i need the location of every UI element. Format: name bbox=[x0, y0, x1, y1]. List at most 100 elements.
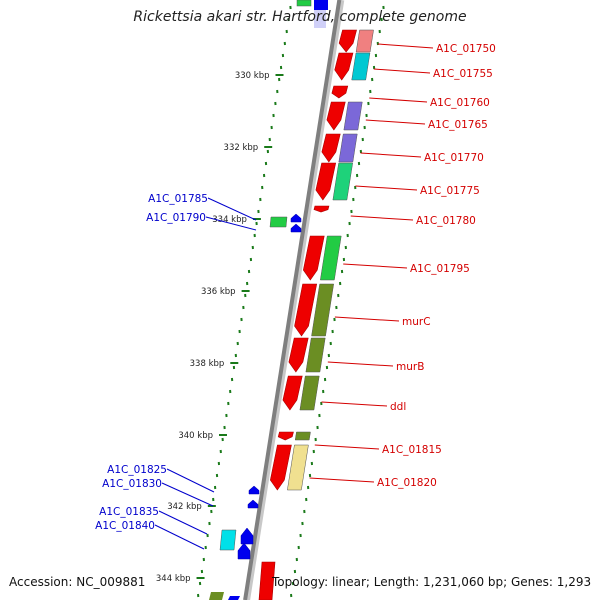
reverse-gene-a1c-01835: A1C_01835 bbox=[99, 506, 254, 545]
gene-label: A1C_01815 bbox=[382, 444, 442, 456]
gene-arrow bbox=[248, 485, 260, 495]
reverse-gene-a1c-01790: A1C_01790 bbox=[146, 212, 302, 233]
cog-box bbox=[338, 133, 358, 163]
forward-gene-murb: murB bbox=[288, 337, 424, 373]
cog-box bbox=[343, 101, 363, 131]
cog-box bbox=[299, 375, 320, 411]
gene-arrow bbox=[258, 561, 276, 600]
gene-arrow bbox=[331, 85, 349, 99]
gene-arrow bbox=[321, 133, 341, 163]
forward-gene-a1c-01775: A1C_01775 bbox=[315, 162, 480, 201]
gene-leader-line bbox=[343, 263, 408, 269]
gene-leader-line bbox=[166, 468, 215, 493]
gene-label: A1C_01780 bbox=[416, 215, 476, 227]
gene-label: A1C_01785 bbox=[148, 193, 208, 205]
forward-gene-a1c-01750: A1C_01750 bbox=[338, 29, 496, 55]
cog-box bbox=[320, 235, 342, 281]
cog-box bbox=[351, 52, 371, 81]
forward-gene-a1c-01755: A1C_01755 bbox=[334, 52, 493, 81]
cog-box bbox=[332, 162, 353, 201]
forward-gene-a1c-01820: A1C_01820 bbox=[270, 444, 437, 491]
gene-arrow bbox=[326, 101, 346, 131]
scale-tick-label: 340 kbp bbox=[178, 431, 213, 441]
gene-leader-line bbox=[158, 510, 208, 535]
cog-box bbox=[305, 337, 326, 373]
gene-arrow bbox=[294, 283, 318, 337]
forward-gene-a1c-01795: A1C_01795 bbox=[303, 235, 470, 281]
gene-arrow bbox=[334, 52, 354, 81]
gene-leader-line bbox=[377, 43, 434, 49]
genome-backbone bbox=[243, 0, 342, 600]
gene-label: A1C_01755 bbox=[433, 68, 493, 80]
gene-arrow bbox=[303, 235, 325, 281]
cog-box bbox=[209, 592, 224, 600]
gene-label: A1C_01760 bbox=[430, 97, 490, 109]
cog-box bbox=[269, 216, 288, 228]
scale-tick-label: 330 kbp bbox=[235, 71, 270, 81]
gene-arrow bbox=[237, 542, 251, 560]
gene-leader-line bbox=[154, 524, 205, 550]
gene-label: A1C_01825 bbox=[107, 464, 167, 476]
reverse-gene-a1c-01840: A1C_01840 bbox=[95, 520, 251, 560]
gene-leader-line bbox=[355, 185, 418, 191]
forward-gene-a1c-01770: A1C_01770 bbox=[321, 133, 484, 164]
gene-leader-line bbox=[365, 119, 426, 125]
cog-box bbox=[311, 283, 334, 337]
topology-text: Topology: linear; Length: 1,231,060 bp; … bbox=[272, 575, 592, 589]
gene-label: A1C_01820 bbox=[377, 477, 437, 489]
forward-gene-ddl: ddl bbox=[282, 375, 406, 413]
cog-box bbox=[219, 529, 237, 551]
gene-leader-line bbox=[369, 97, 428, 103]
gene-label: A1C_01795 bbox=[410, 263, 470, 275]
cog-box bbox=[287, 444, 309, 491]
forward-gene-a1c-01815: A1C_01815 bbox=[277, 431, 442, 456]
reverse-gene-a1c-01785: A1C_01785 bbox=[148, 193, 302, 223]
gene-leader-line bbox=[360, 152, 422, 158]
gene-leader-line bbox=[321, 401, 388, 407]
gene-leader-line bbox=[373, 68, 431, 74]
gene-arrow bbox=[282, 375, 303, 411]
gene-label: A1C_01770 bbox=[424, 152, 484, 164]
gene-leader-line bbox=[161, 482, 214, 507]
gene-leader-line bbox=[314, 444, 380, 450]
gene-label: A1C_01790 bbox=[146, 212, 206, 224]
gene-label: A1C_01765 bbox=[428, 119, 488, 131]
scale-tick-label: 332 kbp bbox=[224, 143, 259, 153]
gene-label: murC bbox=[402, 316, 431, 328]
gene-label: ddl bbox=[390, 401, 406, 413]
reverse-gene-a1c-01830: A1C_01830 bbox=[102, 478, 259, 509]
gene-leader-line bbox=[207, 197, 257, 221]
reverse-gene-a1c-01825: A1C_01825 bbox=[107, 464, 260, 495]
scale-tick-label: 334 kbp bbox=[212, 215, 247, 225]
forward-scale-ruler bbox=[290, 5, 385, 598]
gene-arrow bbox=[314, 0, 328, 10]
gene-label: murB bbox=[396, 361, 424, 373]
gene-arrow bbox=[270, 444, 292, 491]
gene-leader-line bbox=[205, 216, 257, 231]
forward-gene-murc: murC bbox=[294, 283, 431, 337]
gene-arrow bbox=[228, 596, 240, 600]
gene-arrow bbox=[315, 162, 337, 201]
gene-label: A1C_01775 bbox=[420, 185, 480, 197]
forward-gene-a1c-01765: A1C_01765 bbox=[326, 101, 488, 131]
cog-box bbox=[294, 431, 311, 441]
gene-arrow bbox=[240, 527, 254, 545]
gene-label: A1C_01750 bbox=[436, 43, 496, 55]
scale-tick-label: 338 kbp bbox=[190, 359, 225, 369]
scale-tick-label: 344 kbp bbox=[156, 574, 191, 584]
gene-label: A1C_01830 bbox=[102, 478, 162, 490]
gene-arrow bbox=[290, 213, 302, 223]
gene-leader-line bbox=[334, 316, 400, 322]
gene-arrow bbox=[288, 337, 309, 373]
forward-gene-a1c-01760: A1C_01760 bbox=[331, 85, 490, 109]
gene-leader-line bbox=[327, 361, 394, 367]
cog-box bbox=[314, 10, 326, 28]
scale-tick-label: 342 kbp bbox=[167, 502, 202, 512]
gene-arrow bbox=[338, 29, 357, 53]
cog-box bbox=[355, 29, 374, 53]
genome-title: Rickettsia akari str. Hartford, complete… bbox=[133, 9, 467, 25]
accession-text: Accession: NC_009881 bbox=[9, 575, 146, 589]
gene-leader-line bbox=[309, 477, 375, 483]
gene-arrow bbox=[277, 431, 294, 441]
